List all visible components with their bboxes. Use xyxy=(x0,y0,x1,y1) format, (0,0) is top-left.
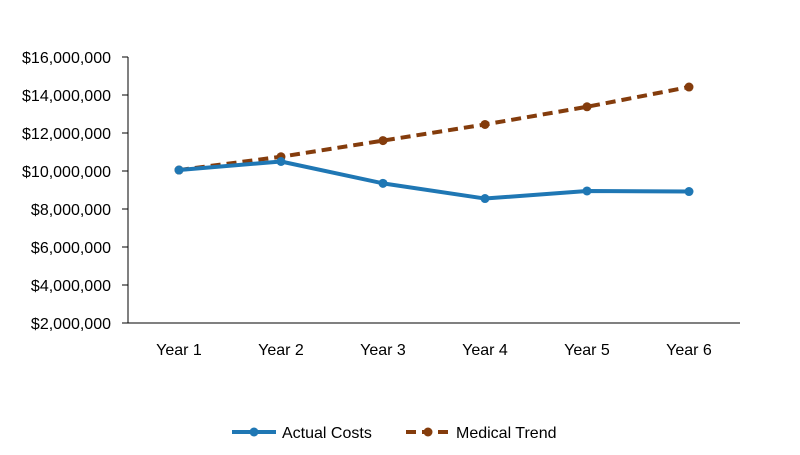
y-tick-label: $12,000,000 xyxy=(22,126,111,143)
data-point xyxy=(684,82,694,92)
x-tick-label: Year 4 xyxy=(462,342,508,359)
series-line xyxy=(178,159,690,201)
series-medical-trend xyxy=(174,82,694,175)
x-tick-label: Year 3 xyxy=(360,342,406,359)
legend-swatch-marker xyxy=(423,427,433,437)
data-point xyxy=(582,186,592,196)
series-actual-costs xyxy=(174,157,694,204)
legend-label: Medical Trend xyxy=(456,425,557,442)
y-tick-label: $6,000,000 xyxy=(31,240,111,257)
y-tick-label: $14,000,000 xyxy=(22,88,111,105)
data-point xyxy=(174,165,184,175)
x-tick-label: Year 1 xyxy=(156,342,202,359)
data-point xyxy=(684,187,694,197)
x-tick-label: Year 5 xyxy=(564,342,610,359)
legend: Actual Costs Medical Trend xyxy=(232,425,557,442)
data-point xyxy=(480,194,490,204)
legend-swatch-marker xyxy=(249,427,259,437)
data-point xyxy=(378,178,388,188)
x-tick-label: Year 6 xyxy=(666,342,712,359)
y-tick-label: $16,000,000 xyxy=(22,50,111,67)
series-line xyxy=(178,85,690,173)
series-layer xyxy=(174,82,694,204)
y-tick-label: $4,000,000 xyxy=(31,278,111,295)
x-axis: Year 1 Year 2 Year 3 Year 4 Year 5 Year 6 xyxy=(128,322,740,359)
data-point xyxy=(480,119,490,129)
y-tick-label: $10,000,000 xyxy=(22,164,111,181)
y-axis: $2,000,000 $4,000,000 $6,000,000 $8,000,000… xyxy=(22,50,129,333)
x-tick-label: Year 2 xyxy=(258,342,304,359)
y-tick-label: $8,000,000 xyxy=(31,202,111,219)
legend-item: Medical Trend xyxy=(406,425,557,442)
data-point xyxy=(582,102,592,112)
data-point xyxy=(276,157,286,166)
legend-label: Actual Costs xyxy=(282,425,372,442)
y-tick-label: $2,000,000 xyxy=(31,316,111,333)
legend-item: Actual Costs xyxy=(232,425,372,442)
data-point xyxy=(378,136,388,146)
